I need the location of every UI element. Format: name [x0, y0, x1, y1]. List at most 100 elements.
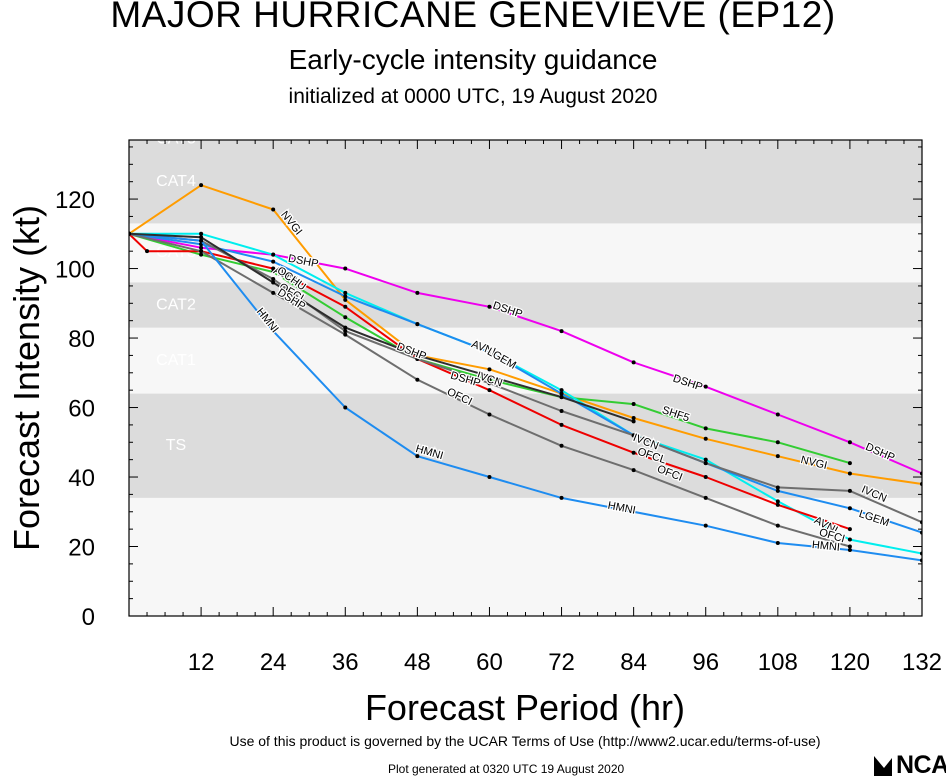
series-line-ship — [129, 232, 922, 475]
series-point-shf5 — [775, 440, 780, 445]
series-point-ship — [775, 412, 780, 417]
series-point-ofcl — [847, 527, 852, 532]
band-label-cat2: CAT2 — [156, 296, 196, 313]
series-point-nvgi — [631, 415, 636, 420]
series-point-nvgi — [343, 297, 348, 302]
series-point-nvgi — [271, 207, 276, 212]
series-point-lgem — [920, 530, 922, 535]
series-point-shf5 — [199, 252, 204, 257]
series-point-dshp — [631, 419, 636, 424]
series-point-lgem — [487, 349, 492, 354]
x-tick-label: 72 — [548, 649, 575, 676]
series-point-ship — [631, 360, 636, 365]
x-axis-label: Forecast Period (hr) — [365, 687, 685, 728]
x-tick-label: 120 — [830, 649, 870, 676]
series-line-avni — [129, 232, 922, 555]
series-point-ivcn — [703, 461, 708, 466]
series-line-ivcn — [129, 232, 922, 524]
series-point-ofci — [343, 332, 348, 337]
x-tick-label: 96 — [692, 649, 719, 676]
series-point-ofcl — [271, 266, 276, 271]
ncar-logo: NCAR — [872, 750, 946, 780]
y-axis-label: Forecast Intensity (kt) — [6, 205, 47, 551]
series-point-ivcn — [559, 409, 564, 414]
series-point-hmni — [271, 329, 276, 334]
series-point-shf5 — [847, 461, 852, 466]
y-tick-label: 80 — [68, 326, 95, 353]
series-point-avni — [703, 457, 708, 462]
series-point-ship — [559, 329, 564, 334]
series-point-ivcn — [920, 520, 922, 525]
x-tick-label: 12 — [188, 649, 215, 676]
series-point-hmni — [631, 509, 636, 514]
series-point-shf5 — [271, 270, 276, 275]
series-point-ivcn — [415, 356, 420, 361]
series-point-ofci — [631, 468, 636, 473]
series-point-hmni — [847, 547, 852, 552]
series-point-ofci — [487, 412, 492, 417]
series-point-ofci — [271, 290, 276, 295]
x-tick-label: 132 — [902, 649, 942, 676]
y-tick-label: 60 — [68, 396, 95, 423]
series-point-nvgi — [199, 183, 204, 188]
series-point-avni — [920, 551, 922, 556]
series-point-hmni — [415, 454, 420, 459]
series-point-ship — [847, 440, 852, 445]
series-point-dshp — [415, 353, 420, 358]
series-point-avni — [847, 537, 852, 542]
x-tick-label: 24 — [260, 649, 287, 676]
series-point-ofcl — [145, 249, 150, 254]
band-cat2 — [129, 282, 922, 328]
series-point-lgem — [343, 294, 348, 299]
series-point-hmni — [199, 238, 204, 243]
series-line-nvgi — [129, 184, 922, 485]
series-point-ivcn — [775, 485, 780, 490]
series-point-lgem — [775, 488, 780, 493]
series-point-shf5 — [487, 377, 492, 382]
x-tick-label: 48 — [404, 649, 431, 676]
series-point-ivcn — [343, 329, 348, 334]
series-point-nvgi — [847, 471, 852, 476]
y-tick-label: 100 — [55, 257, 95, 284]
series-point-avni — [199, 231, 204, 236]
x-tick-label: 60 — [476, 649, 503, 676]
y-tick-label: 120 — [55, 187, 95, 214]
series-point-dshp — [129, 231, 131, 236]
series-point-ship — [415, 290, 420, 295]
axis-ticks — [129, 140, 922, 616]
series-point-ofci — [847, 544, 852, 549]
series-point-lgem — [271, 259, 276, 264]
series-point-ship — [343, 266, 348, 271]
series-point-shf5 — [631, 402, 636, 407]
series-point-ivcn — [487, 381, 492, 386]
series-label-hmni: HMNI — [811, 539, 840, 554]
ncar-logo-icon — [874, 756, 892, 776]
chart-title: MAJOR HURRICANE GENEVIEVE (EP12) — [110, 0, 836, 35]
series-point-lgem — [415, 322, 420, 327]
series-point-hmni — [343, 405, 348, 410]
series-point-ivcn — [631, 433, 636, 438]
series-point-shf5 — [703, 426, 708, 431]
terms-of-use-text: Use of this product is governed by the U… — [229, 733, 821, 749]
series-point-hmni — [775, 541, 780, 546]
series-line-lgem — [129, 232, 922, 534]
y-tick-label: 40 — [68, 465, 95, 492]
series-point-ofcl — [343, 304, 348, 309]
series-point-lgem — [559, 391, 564, 396]
series-point-ship — [199, 245, 204, 250]
series-point-ofci — [703, 495, 708, 500]
series-point-dshp — [559, 395, 564, 400]
series-point-dshp — [199, 235, 204, 240]
series-point-avni — [343, 290, 348, 295]
series-point-avni — [271, 252, 276, 257]
series-line-dshp — [129, 232, 634, 423]
series-point-ofci — [199, 249, 204, 254]
series-point-hmni — [559, 495, 564, 500]
series-point-nvgi — [775, 454, 780, 459]
x-tick-label: 36 — [332, 649, 359, 676]
series-point-ship — [703, 384, 708, 389]
series-point-dshp — [271, 280, 276, 285]
band-cat4 — [129, 140, 922, 224]
series-point-hmni — [703, 523, 708, 528]
